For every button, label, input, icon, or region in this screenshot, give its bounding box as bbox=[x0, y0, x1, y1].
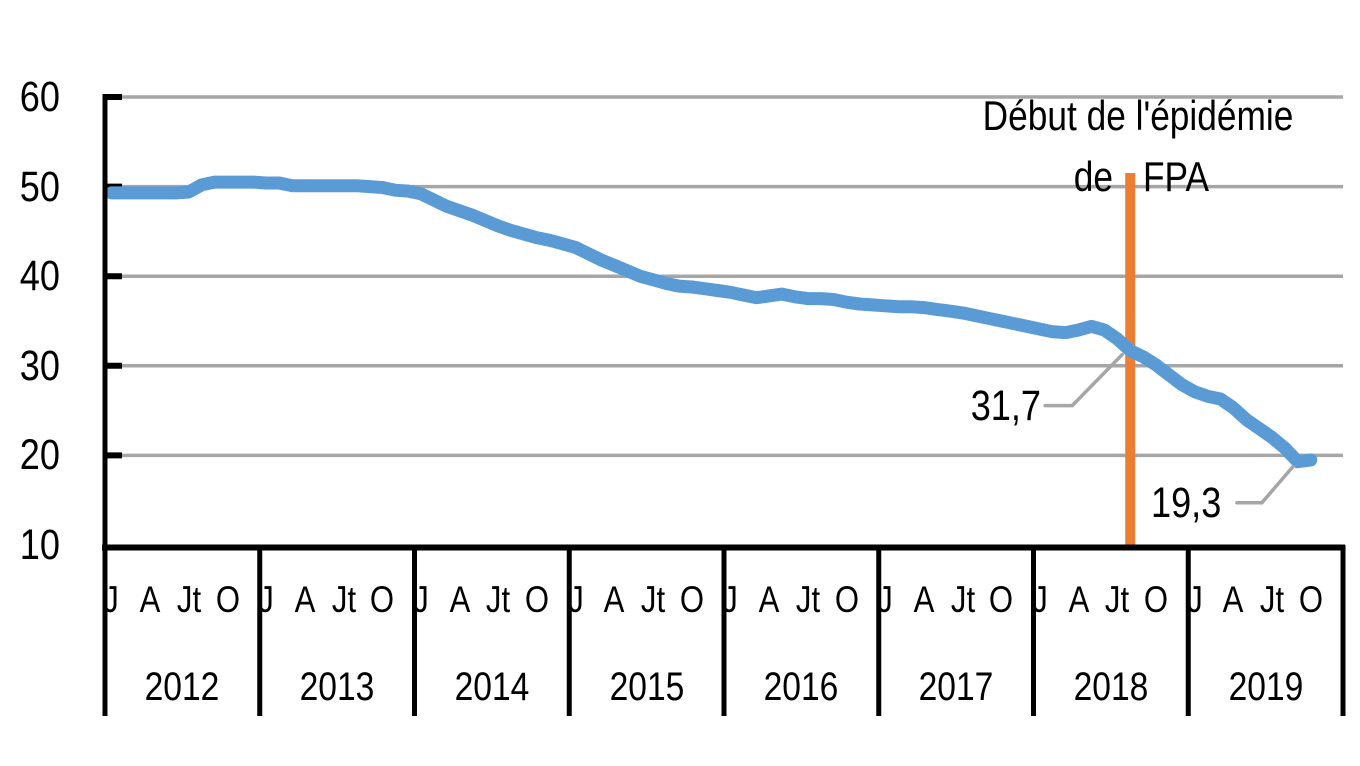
month-label-2015-O: O bbox=[679, 579, 704, 620]
month-label-2012-J: J bbox=[103, 579, 120, 620]
year-label-2013: 2013 bbox=[299, 665, 375, 709]
month-label-2012-O: O bbox=[215, 579, 240, 620]
annotation-leader-0 bbox=[1043, 352, 1124, 408]
month-label-2015-J: J bbox=[567, 579, 584, 620]
month-label-2014-A: A bbox=[449, 579, 470, 620]
month-label-2018-J: J bbox=[1032, 579, 1048, 620]
y-tick-label-40: 40 bbox=[19, 252, 60, 301]
month-label-2016-A: A bbox=[758, 579, 780, 620]
series-line bbox=[104, 175, 1318, 469]
annotation-leader-1 bbox=[1235, 464, 1295, 505]
month-label-2018-Jt: Jt bbox=[1105, 579, 1130, 620]
month-label-2019-J: J bbox=[1186, 579, 1203, 620]
month-label-2017-Jt: Jt bbox=[950, 579, 975, 620]
month-label-2013-J: J bbox=[258, 579, 274, 620]
y-tick-label-10: 10 bbox=[19, 521, 60, 569]
data-label-19-3: 19,3 bbox=[1150, 478, 1222, 527]
month-label-2013-O: O bbox=[370, 579, 395, 620]
year-label-2019: 2019 bbox=[1228, 665, 1303, 709]
month-label-2017-O: O bbox=[989, 579, 1014, 620]
month-label-2016-Jt: Jt bbox=[795, 579, 820, 620]
y-tick-label-50: 50 bbox=[19, 162, 60, 211]
event-label-line2-right: FPA bbox=[1143, 153, 1210, 200]
event-label-line1: Début de l'épidémie bbox=[982, 92, 1294, 139]
year-label-2014: 2014 bbox=[454, 665, 530, 709]
month-label-2015-Jt: Jt bbox=[640, 579, 666, 620]
month-label-2013-Jt: Jt bbox=[331, 579, 356, 620]
year-label-2015: 2015 bbox=[609, 665, 684, 709]
year-label-2017: 2017 bbox=[918, 665, 994, 709]
year-label-2012: 2012 bbox=[144, 665, 220, 709]
event-label-line2-left: de bbox=[1073, 153, 1113, 200]
month-label-2013-A: A bbox=[294, 579, 316, 620]
month-label-2019-O: O bbox=[1298, 579, 1323, 620]
month-label-2016-O: O bbox=[834, 579, 859, 620]
data-label-31-7: 31,7 bbox=[970, 381, 1042, 430]
month-label-2018-O: O bbox=[1143, 579, 1169, 620]
month-label-2014-O: O bbox=[524, 579, 550, 620]
month-label-2012-Jt: Jt bbox=[176, 579, 201, 620]
y-tick-label-60: 60 bbox=[19, 73, 60, 121]
month-label-2015-A: A bbox=[604, 579, 625, 620]
month-label-2014-Jt: Jt bbox=[486, 579, 511, 620]
y-tick-label-20: 20 bbox=[19, 431, 60, 480]
year-label-2016: 2016 bbox=[763, 665, 839, 709]
y-tick-label-30: 30 bbox=[19, 341, 60, 390]
month-label-2012-A: A bbox=[139, 579, 161, 620]
month-label-2017-J: J bbox=[877, 579, 893, 620]
month-label-2016-J: J bbox=[722, 579, 739, 620]
month-label-2017-A: A bbox=[913, 579, 935, 620]
month-label-2019-Jt: Jt bbox=[1259, 579, 1285, 620]
year-label-2018: 2018 bbox=[1073, 665, 1149, 709]
month-label-2014-J: J bbox=[413, 579, 429, 620]
month-label-2019-A: A bbox=[1223, 579, 1244, 620]
month-label-2018-A: A bbox=[1068, 579, 1089, 620]
